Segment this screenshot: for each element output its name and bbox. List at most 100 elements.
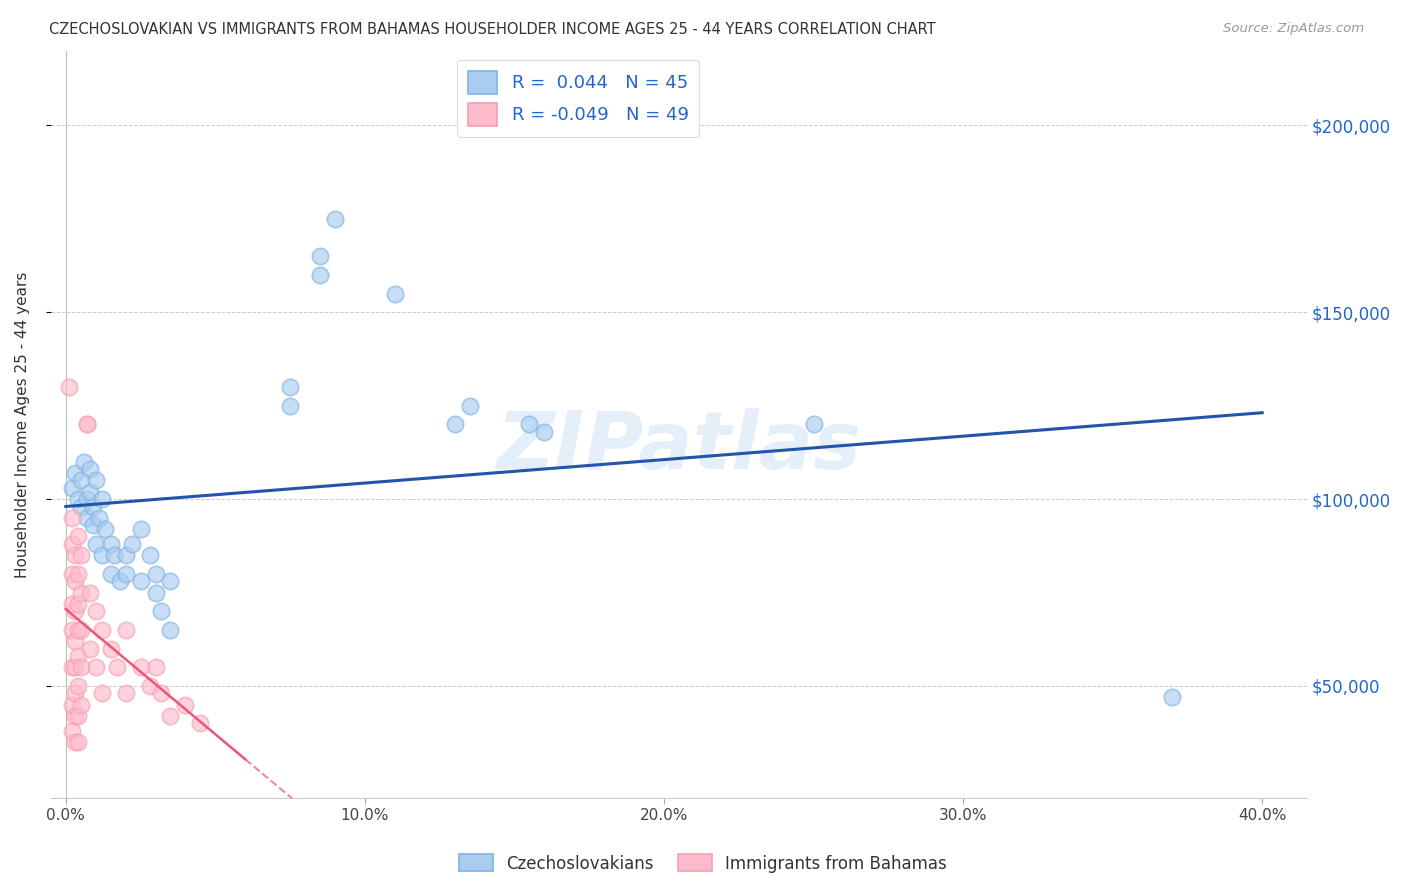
Point [82,500,104,514]
Point [63,735,86,749]
Point [60,597,83,611]
Point [76,417,98,432]
Point [63,709,86,723]
Point [69,698,91,712]
Point [129,522,152,536]
Point [84,660,107,674]
Point [66,648,89,663]
Point [69,474,91,488]
Point [60,481,83,495]
Point [69,500,91,514]
Point [66,735,89,749]
Y-axis label: Householder Income Ages 25 - 44 years: Householder Income Ages 25 - 44 years [15,271,30,577]
Point [76,510,98,524]
Point [66,709,89,723]
Point [58,380,80,394]
Text: ZIPatlas: ZIPatlas [496,408,862,486]
Point [69,623,91,637]
Point [60,623,83,637]
Point [63,686,86,700]
Point [69,548,91,562]
Point [69,660,91,674]
Point [84,537,107,551]
Point [66,492,89,507]
Point [66,529,89,543]
Point [103,548,125,562]
Point [100,566,122,581]
Point [87,510,110,524]
Point [76,492,98,507]
Point [129,574,152,589]
Point [145,585,167,599]
Point [60,566,83,581]
Point [458,399,481,413]
Point [159,709,181,723]
Point [174,698,197,712]
Point [60,660,83,674]
Point [121,537,143,551]
Point [84,604,107,618]
Point [79,585,101,599]
Point [323,211,346,226]
Point [66,566,89,581]
Point [533,425,555,439]
Point [82,518,104,533]
Point [278,380,301,394]
Point [114,686,136,700]
Point [105,660,128,674]
Point [90,492,112,507]
Point [114,623,136,637]
Point [145,566,167,581]
Point [519,417,541,432]
Point [93,522,115,536]
Point [159,574,181,589]
Point [129,660,152,674]
Point [60,723,83,738]
Point [114,566,136,581]
Point [114,548,136,562]
Point [79,484,101,499]
Point [150,604,173,618]
Point [90,548,112,562]
Point [145,660,167,674]
Point [66,597,89,611]
Point [159,623,181,637]
Point [100,537,122,551]
Point [63,574,86,589]
Point [63,604,86,618]
Point [190,716,212,731]
Point [90,686,112,700]
Point [66,679,89,693]
Point [60,537,83,551]
Point [90,623,112,637]
Point [60,510,83,524]
Point [150,686,173,700]
Point [138,679,160,693]
Point [79,641,101,656]
Point [100,641,122,656]
Point [63,660,86,674]
Text: CZECHOSLOVAKIAN VS IMMIGRANTS FROM BAHAMAS HOUSEHOLDER INCOME AGES 25 - 44 YEARS: CZECHOSLOVAKIAN VS IMMIGRANTS FROM BAHAM… [49,22,936,37]
Point [309,268,332,282]
Point [309,249,332,263]
Point [69,585,91,599]
Point [66,623,89,637]
Point [63,466,86,480]
Point [63,634,86,648]
Point [84,474,107,488]
Point [79,462,101,476]
Point [384,286,406,301]
Legend: Czechoslovakians, Immigrants from Bahamas: Czechoslovakians, Immigrants from Bahama… [453,847,953,880]
Legend: R =  0.044   N = 45, R = -0.049   N = 49: R = 0.044 N = 45, R = -0.049 N = 49 [457,60,699,136]
Point [63,548,86,562]
Point [443,417,465,432]
Point [803,417,825,432]
Point [278,399,301,413]
Text: Source: ZipAtlas.com: Source: ZipAtlas.com [1223,22,1364,36]
Point [73,455,96,469]
Point [108,574,131,589]
Point [138,548,160,562]
Point [1161,690,1184,705]
Point [76,417,98,432]
Point [60,698,83,712]
